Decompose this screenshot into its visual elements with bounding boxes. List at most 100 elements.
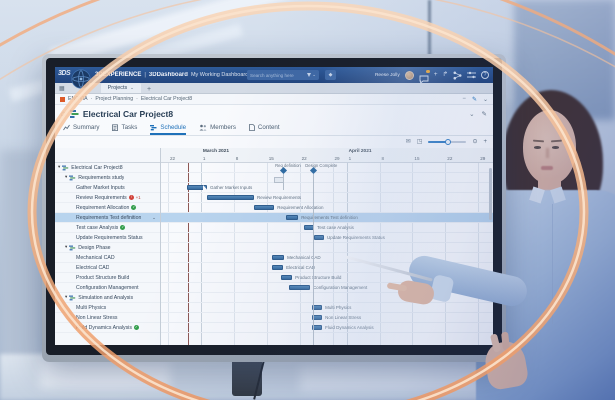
tab-content[interactable]: Content	[249, 122, 280, 135]
help-button[interactable]: ?	[481, 71, 489, 79]
breadcrumb-separator: ·	[136, 96, 138, 102]
edit-widget-button[interactable]: ✎	[471, 96, 477, 103]
export-icon[interactable]: ✉	[405, 139, 411, 145]
tree-row[interactable]: Gather Market Inputs	[55, 183, 160, 193]
header-chevron-icon[interactable]: ⌄	[469, 110, 475, 118]
gantt-toolbar: ✉ ◳ ⊙ +	[55, 136, 493, 148]
schedule-gantt-icon	[150, 125, 157, 131]
settings-sliders-icon[interactable]	[467, 71, 476, 79]
tag-button[interactable]: ◆	[325, 70, 336, 80]
tree-row[interactable]: Test case Analysis ✓	[55, 223, 160, 233]
expand-caret-icon[interactable]: ▾	[65, 174, 68, 180]
desk-item	[40, 360, 170, 388]
tick-label: 22	[447, 156, 453, 161]
alert-count: +1	[135, 195, 141, 200]
month-label: April 2021	[348, 149, 372, 154]
search-bar[interactable]: ⌄	[247, 70, 319, 80]
filter-chevron-icon[interactable]: ⌄	[312, 72, 316, 77]
tree-row[interactable]: Requirements Test definition ⌄	[55, 213, 160, 223]
topbar-actions: Reese Jolly + ↱	[374, 67, 489, 84]
project-header: ⌂ Electrical Car Project8 ⌄ ✎	[55, 105, 493, 122]
tree-row[interactable]: Non Linear Stress	[55, 313, 160, 323]
gantt-bar[interactable]	[271, 255, 285, 261]
header-edit-button[interactable]: ✎	[481, 110, 487, 118]
gantt-bar[interactable]	[280, 275, 293, 281]
gantt-bar[interactable]	[285, 215, 299, 221]
zoom-slider-knob[interactable]	[445, 139, 452, 145]
zoom-slider[interactable]	[428, 139, 467, 145]
breadcrumb-section[interactable]: Project Planning	[95, 96, 134, 102]
shirt-placket	[552, 204, 553, 324]
user-avatar[interactable]	[404, 70, 414, 80]
gantt-bar[interactable]	[288, 285, 310, 291]
task-type-icon	[69, 295, 76, 300]
add-content-button[interactable]: +	[433, 70, 438, 78]
chat-button[interactable]	[419, 69, 430, 84]
complete-badge: ✓	[131, 205, 137, 210]
3dexperience-compass-icon[interactable]	[71, 69, 91, 89]
tab-schedule[interactable]: Schedule	[150, 122, 187, 135]
breadcrumb-app[interactable]: ENOVIA	[68, 96, 88, 102]
expand-caret-icon[interactable]: ▾	[58, 164, 61, 170]
tab-members[interactable]: Members	[199, 122, 236, 135]
gantt-bar[interactable]	[254, 205, 275, 211]
tree-row[interactable]: Mechanical CAD	[55, 253, 160, 263]
tree-row[interactable]: Requirement Allocation ✓	[55, 203, 160, 213]
visibility-eye-icon[interactable]: ⊙	[472, 139, 478, 145]
tab-projects[interactable]: Projects ⌄	[100, 83, 141, 93]
tree-row[interactable]: ▾ Electrical Car Project8	[55, 163, 160, 173]
expand-caret-icon[interactable]: ▾	[65, 294, 68, 300]
tree-row[interactable]: Electrical CAD	[55, 263, 160, 273]
gantt-bar[interactable]	[207, 195, 254, 201]
desk-item	[300, 364, 480, 390]
task-tree: ▾ Electrical Car Project8 ▾ Requirements st…	[55, 148, 161, 345]
tab-members-label: Members	[210, 124, 236, 131]
tree-row[interactable]: Review Requirements! +1	[55, 193, 160, 203]
tree-row[interactable]: Configuration Management	[55, 283, 160, 293]
presenter-face	[523, 110, 576, 184]
search-input[interactable]	[247, 72, 308, 78]
gantt-scrollbar[interactable]	[489, 168, 492, 220]
breadcrumb-separator: ·	[90, 96, 93, 102]
collapse-chevron-icon[interactable]: ⌄	[482, 96, 488, 103]
tree-row[interactable]: Product Structure Build	[55, 273, 160, 283]
tab-tasks[interactable]: Tasks	[112, 122, 137, 135]
window-blur	[514, 0, 615, 120]
share-arrow-button[interactable]: ↱	[442, 70, 448, 78]
tree-row[interactable]: Fluid Dynamics Analysis ✓	[55, 323, 160, 333]
task-label: Electrical CAD	[76, 264, 110, 271]
row-menu-chevron-icon[interactable]: ⌄	[152, 214, 156, 220]
panel-icon[interactable]: ▦	[59, 86, 65, 92]
tab-summary[interactable]: Summary	[63, 122, 99, 135]
dashboard-tabstrip: ▦ Projects ⌄ +	[55, 83, 493, 94]
filter-funnel-icon[interactable]	[307, 73, 312, 77]
gantt-row: Requirements Test definition	[161, 213, 493, 223]
fit-view-icon[interactable]: ◳	[416, 139, 423, 145]
minimize-button[interactable]: −	[462, 96, 466, 102]
gantt-row	[161, 173, 493, 183]
chat-icon	[419, 75, 429, 84]
tree-row[interactable]: ▾ Requirements study	[55, 173, 160, 183]
user-name[interactable]: Reese Jolly	[374, 72, 400, 78]
add-tab-button[interactable]: +	[146, 86, 152, 93]
tree-row[interactable]: ▾ Design Phase	[55, 243, 160, 253]
tree-row[interactable]: Multi Physics	[55, 303, 160, 313]
tab-chevron-icon[interactable]: ⌄	[130, 85, 134, 90]
home-icon[interactable]: ⌂	[61, 108, 66, 118]
gantt-grid[interactable]: Gather Market Inputs Review Requirements R…	[161, 163, 493, 345]
breadcrumb-item[interactable]: Electrical Car Project8	[140, 96, 193, 102]
gantt-bar[interactable]	[314, 235, 325, 241]
task-label: Fluid Dynamics Analysis	[76, 324, 132, 331]
gantt-bar[interactable]	[271, 265, 284, 271]
alert-badge: !	[128, 195, 134, 200]
add-task-button[interactable]: +	[483, 139, 487, 145]
tree-row[interactable]: Update Requirements Status	[55, 233, 160, 243]
tick-label: 29	[334, 156, 340, 161]
share-network-icon[interactable]	[453, 71, 462, 80]
tree-row[interactable]: ▾ Simulation and Analysis	[55, 293, 160, 303]
gantt-row: Requirement Allocation	[161, 203, 493, 213]
expand-caret-icon[interactable]: ▾	[65, 244, 68, 250]
dashboard-name[interactable]: My Working Dashboard	[190, 72, 249, 78]
task-label: Configuration Management	[76, 284, 139, 291]
gantt-row: Multi Physics	[161, 303, 493, 313]
